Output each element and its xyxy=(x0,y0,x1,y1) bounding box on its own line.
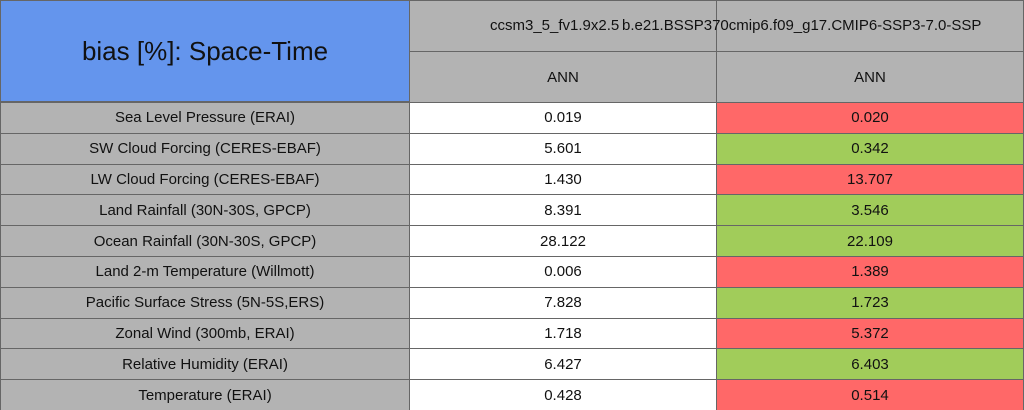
value-cell: 0.514 xyxy=(716,379,1024,410)
header-cell xyxy=(409,0,717,52)
value-cell: 0.428 xyxy=(409,379,717,410)
row-label: LW Cloud Forcing (CERES-EBAF) xyxy=(0,163,410,196)
value-cell: 7.828 xyxy=(409,286,717,319)
column-name: b.e21.BSSP370cmip6.f09_g17.CMIP6-SSP3-7.… xyxy=(622,17,982,34)
row-label: Pacific Surface Stress (5N-5S,ERS) xyxy=(0,286,410,319)
value-cell: 0.019 xyxy=(409,102,717,134)
value-cell: 1.430 xyxy=(409,163,717,196)
value-cell: 0.342 xyxy=(716,132,1024,165)
header-cell xyxy=(716,0,1024,52)
value-cell: 6.403 xyxy=(716,348,1024,381)
value-cell: 5.601 xyxy=(409,132,717,165)
value-cell: 8.391 xyxy=(409,194,717,227)
row-label: Temperature (ERAI) xyxy=(0,379,410,410)
value-cell: 6.427 xyxy=(409,348,717,381)
value-cell: 0.020 xyxy=(716,102,1024,134)
value-cell: 0.006 xyxy=(409,256,717,288)
row-label: Land Rainfall (30N-30S, GPCP) xyxy=(0,194,410,227)
column-name: ccsm3_5_fv1.9x2.5 xyxy=(490,17,620,34)
value-cell: 3.546 xyxy=(716,194,1024,227)
value-cell: 1.389 xyxy=(716,256,1024,288)
row-label: Relative Humidity (ERAI) xyxy=(0,348,410,381)
row-label: Zonal Wind (300mb, ERAI) xyxy=(0,317,410,350)
row-label: SW Cloud Forcing (CERES-EBAF) xyxy=(0,132,410,165)
row-label: Ocean Rainfall (30N-30S, GPCP) xyxy=(0,225,410,257)
value-cell: 22.109 xyxy=(716,225,1024,257)
value-cell: 28.122 xyxy=(409,225,717,257)
value-cell: 1.718 xyxy=(409,317,717,350)
column-period: ANN xyxy=(716,51,1024,103)
column-period: ANN xyxy=(409,51,717,103)
table-title: bias [%]: Space-Time xyxy=(0,0,410,102)
row-label: Land 2-m Temperature (Willmott) xyxy=(0,256,410,288)
value-cell: 13.707 xyxy=(716,163,1024,196)
value-cell: 5.372 xyxy=(716,317,1024,350)
row-label: Sea Level Pressure (ERAI) xyxy=(0,102,410,134)
value-cell: 1.723 xyxy=(716,286,1024,319)
